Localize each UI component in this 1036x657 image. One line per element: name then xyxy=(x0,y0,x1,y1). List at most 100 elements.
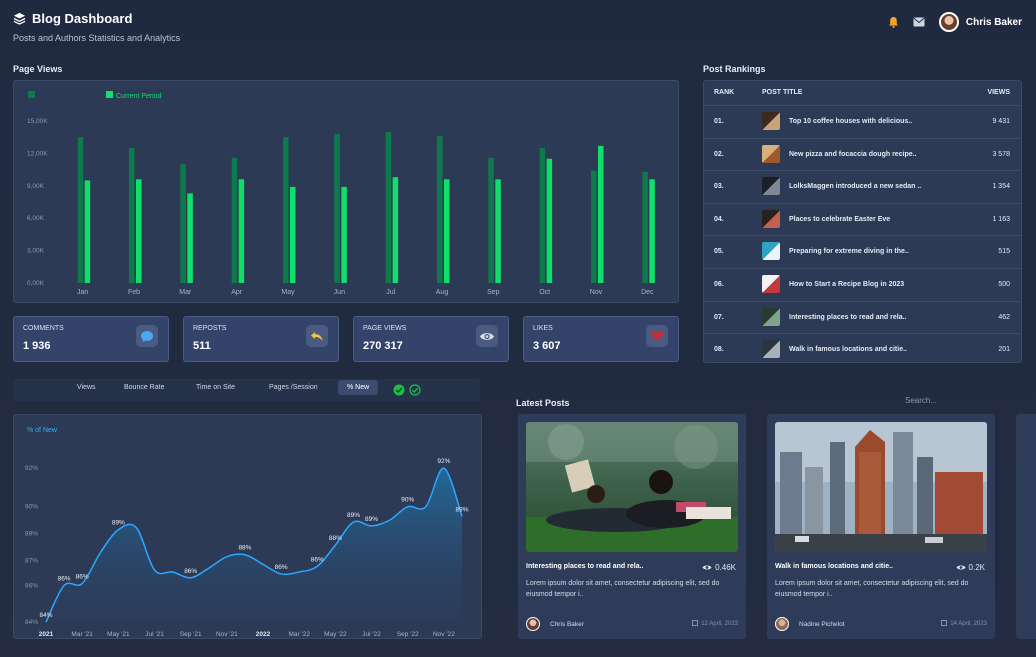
x-tick-label: Dec xyxy=(641,289,654,296)
post-rankings-table: RANK POST TITLE VIEWS 01. Top 10 coffee … xyxy=(703,80,1022,363)
post-title[interactable]: Interesting places to read and rela.. xyxy=(789,313,907,321)
post-title[interactable]: LolksMaggen introduced a new sedan .. xyxy=(789,183,922,191)
bar-previous-feb[interactable] xyxy=(129,148,135,283)
page-subtitle: Posts and Authors Statistics and Analyti… xyxy=(13,33,181,43)
app-title: Blog Dashboard xyxy=(32,11,133,26)
avatar[interactable] xyxy=(938,12,959,32)
tab-pages-session[interactable]: Pages /Session xyxy=(269,384,318,391)
author-avatar xyxy=(775,617,789,631)
mail-icon[interactable] xyxy=(913,17,925,27)
table-row[interactable]: 03. LolksMaggen introduced a new sedan .… xyxy=(704,170,1021,203)
stat-card-comments[interactable]: COMMENTS 1 936 xyxy=(13,316,169,362)
bar-previous-may[interactable] xyxy=(283,137,289,283)
table-row[interactable]: 08. Walk in famous locations and citie..… xyxy=(704,333,1021,366)
post-views: 3 578 xyxy=(992,150,1010,158)
post-title[interactable]: New pizza and focaccia dough recipe.. xyxy=(789,150,917,158)
bar-current-sep[interactable] xyxy=(495,179,501,283)
data-label: 89% xyxy=(365,516,378,523)
bar-previous-apr[interactable] xyxy=(231,157,238,283)
table-row[interactable]: 05. Preparing for extreme diving in the.… xyxy=(704,235,1021,268)
x-tick-label: Aug xyxy=(436,289,449,296)
search-input[interactable]: Search... xyxy=(905,396,938,405)
stat-value: 1 936 xyxy=(23,340,51,352)
stat-card-reposts[interactable]: REPOSTS 511 xyxy=(183,316,339,362)
post-thumbnail xyxy=(762,242,780,261)
bar-previous-nov[interactable] xyxy=(591,170,597,283)
check-circle-outline-icon[interactable] xyxy=(409,384,421,396)
post-author[interactable]: Chris Baker xyxy=(526,617,584,631)
legend-label-current: Current Period xyxy=(116,93,162,100)
y-tick-label: 0,00K xyxy=(27,280,45,287)
post-title[interactable]: Walk in famous locations and citie.. xyxy=(789,346,907,354)
x-tick-label: Mar '21 xyxy=(71,631,93,638)
bar-previous-oct[interactable] xyxy=(539,148,546,283)
bar-previous-aug[interactable] xyxy=(437,136,443,283)
x-tick-label: Sep xyxy=(487,289,500,296)
post-views: 500 xyxy=(998,281,1010,288)
post-title[interactable]: How to Start a Recipe Blog in 2023 xyxy=(789,281,905,288)
x-tick-label: May '21 xyxy=(107,631,130,638)
col-title: POST TITLE xyxy=(762,89,803,96)
x-tick-label: Nov '21 xyxy=(216,631,238,638)
post-thumbnail xyxy=(762,144,780,163)
x-tick-label: Apr xyxy=(231,289,243,296)
table-row[interactable]: 01. Top 10 coffee houses with delicious.… xyxy=(704,105,1021,138)
author-name[interactable]: Nadine Pichelot xyxy=(799,620,845,628)
page-views-chart: Current Period 0,00K 3,00K 6,00K 9,00K 12,00K… xyxy=(27,91,655,296)
user-name[interactable]: Chris Baker xyxy=(965,16,1022,28)
rank-number: 06. xyxy=(714,281,724,288)
rank-number: 05. xyxy=(714,248,724,256)
bar-current-nov[interactable] xyxy=(598,145,604,283)
table-row[interactable]: 04. Places to celebrate Easter Eve 1 163 xyxy=(704,202,1021,236)
bar-current-jul[interactable] xyxy=(392,177,399,283)
bar-current-apr[interactable] xyxy=(238,179,245,283)
bar-current-feb[interactable] xyxy=(136,179,142,283)
table-row[interactable]: 07. Interesting places to read and rela.… xyxy=(704,300,1021,334)
stat-card-likes[interactable]: LIKES 3 607 xyxy=(523,316,679,362)
bar-current-dec[interactable] xyxy=(649,179,655,283)
tab-time-on-site[interactable]: Time on Site xyxy=(196,384,236,391)
eye-icon xyxy=(956,565,966,570)
stat-card-page-views[interactable]: PAGE VIEWS 270 317 xyxy=(353,316,509,362)
bar-previous-jun[interactable] xyxy=(334,133,340,283)
post-title[interactable]: Places to celebrate Easter Eve xyxy=(789,215,891,223)
post-title[interactable]: Walk in famous locations and citie.. xyxy=(775,563,893,570)
post-card-partial[interactable] xyxy=(1016,414,1036,639)
y-tick-label: 89% xyxy=(25,531,38,538)
bar-previous-jan[interactable] xyxy=(77,137,84,283)
post-title[interactable]: Top 10 coffee houses with delicious.. xyxy=(789,118,913,125)
post-date: 14 April, 2023 xyxy=(941,620,987,627)
post-description: Lorem ipsum dolor sit amet, consectetur … xyxy=(526,580,720,598)
author-name[interactable]: Chris Baker xyxy=(550,620,584,628)
post-rankings-title: Post Rankings xyxy=(703,64,766,74)
area-line[interactable] xyxy=(45,467,463,623)
post-card[interactable]: Walk in famous locations and citie.. 0.2… xyxy=(767,414,995,639)
bar-previous-dec[interactable] xyxy=(642,171,648,283)
post-title[interactable]: Preparing for extreme diving in the.. xyxy=(789,248,909,256)
bell-icon[interactable] xyxy=(888,16,899,28)
post-views: 0.46K xyxy=(702,563,736,572)
bar-current-oct[interactable] xyxy=(546,158,553,283)
tab-new[interactable]: % New xyxy=(338,380,379,395)
bar-current-may[interactable] xyxy=(290,186,296,283)
bar-previous-mar[interactable] xyxy=(180,164,186,283)
post-thumbnail xyxy=(762,307,780,326)
y-tick-label: 3,00K xyxy=(27,248,45,255)
bar-previous-jul[interactable] xyxy=(385,131,392,283)
post-card[interactable]: Interesting places to read and rela.. 0.… xyxy=(518,414,746,639)
post-title[interactable]: Interesting places to read and rela.. xyxy=(526,563,644,570)
author-avatar xyxy=(526,617,540,631)
x-tick-label: 2022 xyxy=(256,631,271,638)
tab-bounce-rate[interactable]: Bounce Rate xyxy=(124,384,165,391)
tab-views[interactable]: Views xyxy=(77,384,96,391)
bar-previous-sep[interactable] xyxy=(488,157,494,283)
table-row[interactable]: 02. New pizza and focaccia dough recipe.… xyxy=(704,137,1021,171)
table-row[interactable]: 06. How to Start a Recipe Blog in 2023 5… xyxy=(704,268,1021,301)
bar-current-aug[interactable] xyxy=(444,179,450,283)
bar-current-jun[interactable] xyxy=(341,186,347,283)
bar-current-jan[interactable] xyxy=(84,180,91,283)
bar-current-mar[interactable] xyxy=(187,193,193,283)
stat-label: PAGE VIEWS xyxy=(363,325,407,332)
check-circle-icon[interactable] xyxy=(393,384,405,396)
post-author[interactable]: Nadine Pichelot xyxy=(775,617,845,631)
